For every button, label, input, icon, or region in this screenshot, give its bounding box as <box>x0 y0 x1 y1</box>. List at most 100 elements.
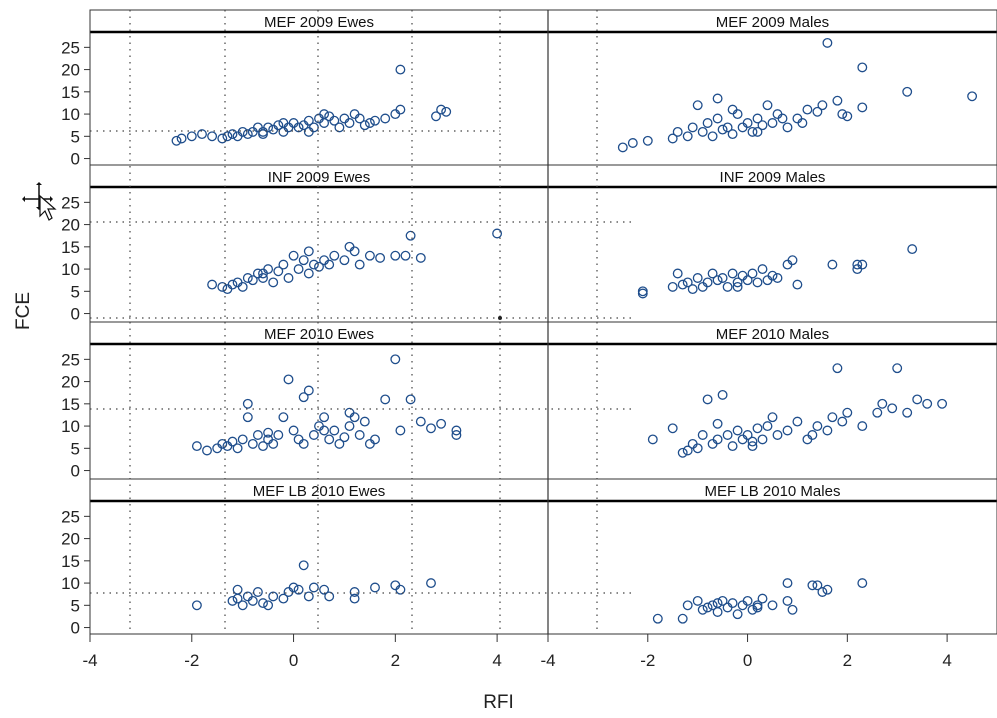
data-point <box>395 425 406 436</box>
data-point <box>772 273 783 283</box>
data-point <box>400 250 411 261</box>
panel-inf-2009-ewes: INF 2009 Ewes <box>90 169 548 295</box>
data-point <box>787 255 798 266</box>
data-point <box>667 133 678 144</box>
y-axis-label: FCE <box>13 292 34 330</box>
panel-title: MEF LB 2010 Males <box>705 483 841 500</box>
y-tick-label: 20 <box>61 61 80 80</box>
data-point <box>772 430 783 440</box>
data-point <box>268 591 279 602</box>
data-point <box>405 394 416 405</box>
data-point <box>227 129 238 140</box>
data-point <box>767 600 778 611</box>
data-point <box>308 122 319 133</box>
x-tick-label: 2 <box>843 651 852 670</box>
data-point <box>717 124 728 135</box>
data-point <box>752 602 763 613</box>
data-point <box>329 425 340 436</box>
data-point <box>263 122 274 133</box>
data-point <box>697 604 708 615</box>
data-point <box>263 600 274 611</box>
data-point <box>727 441 738 452</box>
data-point <box>742 275 753 286</box>
data-point <box>334 122 345 133</box>
data-point <box>712 607 723 617</box>
data-point <box>278 593 289 604</box>
data-point <box>747 126 758 137</box>
data-point <box>288 582 299 593</box>
data-point <box>293 264 304 275</box>
data-point <box>186 131 197 142</box>
data-point <box>278 412 289 423</box>
data-point <box>702 118 713 128</box>
data-point <box>364 250 375 261</box>
data-point <box>902 407 913 418</box>
data-point <box>242 273 253 283</box>
data-point <box>782 122 793 133</box>
data-point <box>682 277 693 288</box>
data-point <box>667 423 678 434</box>
data-point <box>319 412 330 423</box>
data-point <box>832 363 843 374</box>
data-point <box>672 126 683 137</box>
data-point <box>722 122 733 133</box>
data-point <box>227 436 238 447</box>
data-point <box>727 104 738 115</box>
data-point <box>857 102 868 113</box>
data-point <box>697 126 708 137</box>
data-point <box>263 427 274 438</box>
data-point <box>757 434 768 445</box>
data-point <box>258 441 268 452</box>
data-point <box>237 126 248 137</box>
data-point <box>171 135 182 146</box>
data-point <box>232 443 243 454</box>
data-point <box>857 62 868 73</box>
data-point <box>707 600 718 611</box>
data-point <box>329 250 340 261</box>
data-point <box>722 430 733 440</box>
data-point <box>451 425 462 436</box>
data-point <box>273 430 284 440</box>
data-point <box>857 421 868 432</box>
data-point <box>712 434 723 445</box>
crosshair-center <box>498 316 502 320</box>
data-point <box>370 434 380 445</box>
data-point <box>258 268 268 279</box>
data-point <box>283 273 294 283</box>
data-point <box>712 418 723 429</box>
data-point <box>682 445 693 456</box>
y-tick-label: 25 <box>61 350 80 369</box>
panel-title: INF 2009 Ewes <box>268 169 371 186</box>
data-point <box>692 273 703 283</box>
data-point <box>842 407 853 418</box>
data-point <box>762 421 773 432</box>
y-tick-label: 10 <box>61 574 80 593</box>
x-tick-label: -2 <box>184 651 199 670</box>
data-point <box>278 126 289 137</box>
x-tick-label: 0 <box>289 651 298 670</box>
y-tick-label: 10 <box>61 105 80 124</box>
data-point <box>344 241 355 252</box>
y-tick-label: 0 <box>71 619 80 638</box>
data-point <box>222 131 233 142</box>
data-point <box>827 259 838 270</box>
data-point <box>852 259 863 270</box>
data-point <box>837 416 848 427</box>
data-point <box>217 133 228 144</box>
data-point <box>707 268 718 279</box>
data-point <box>395 584 406 595</box>
y-tick-label: 15 <box>61 83 80 102</box>
data-point <box>777 113 788 124</box>
x-tick-label: 4 <box>942 651 951 670</box>
crosshair-overlay <box>90 10 635 634</box>
data-point <box>364 118 375 128</box>
data-point <box>742 595 753 606</box>
data-point <box>677 279 688 290</box>
panel-title: MEF 2010 Males <box>716 326 829 343</box>
x-tick-label: -4 <box>540 651 555 670</box>
y-tick-label: 15 <box>61 552 80 571</box>
data-point <box>742 118 753 128</box>
data-point <box>324 434 335 445</box>
data-point <box>712 275 723 286</box>
data-point <box>298 560 309 571</box>
